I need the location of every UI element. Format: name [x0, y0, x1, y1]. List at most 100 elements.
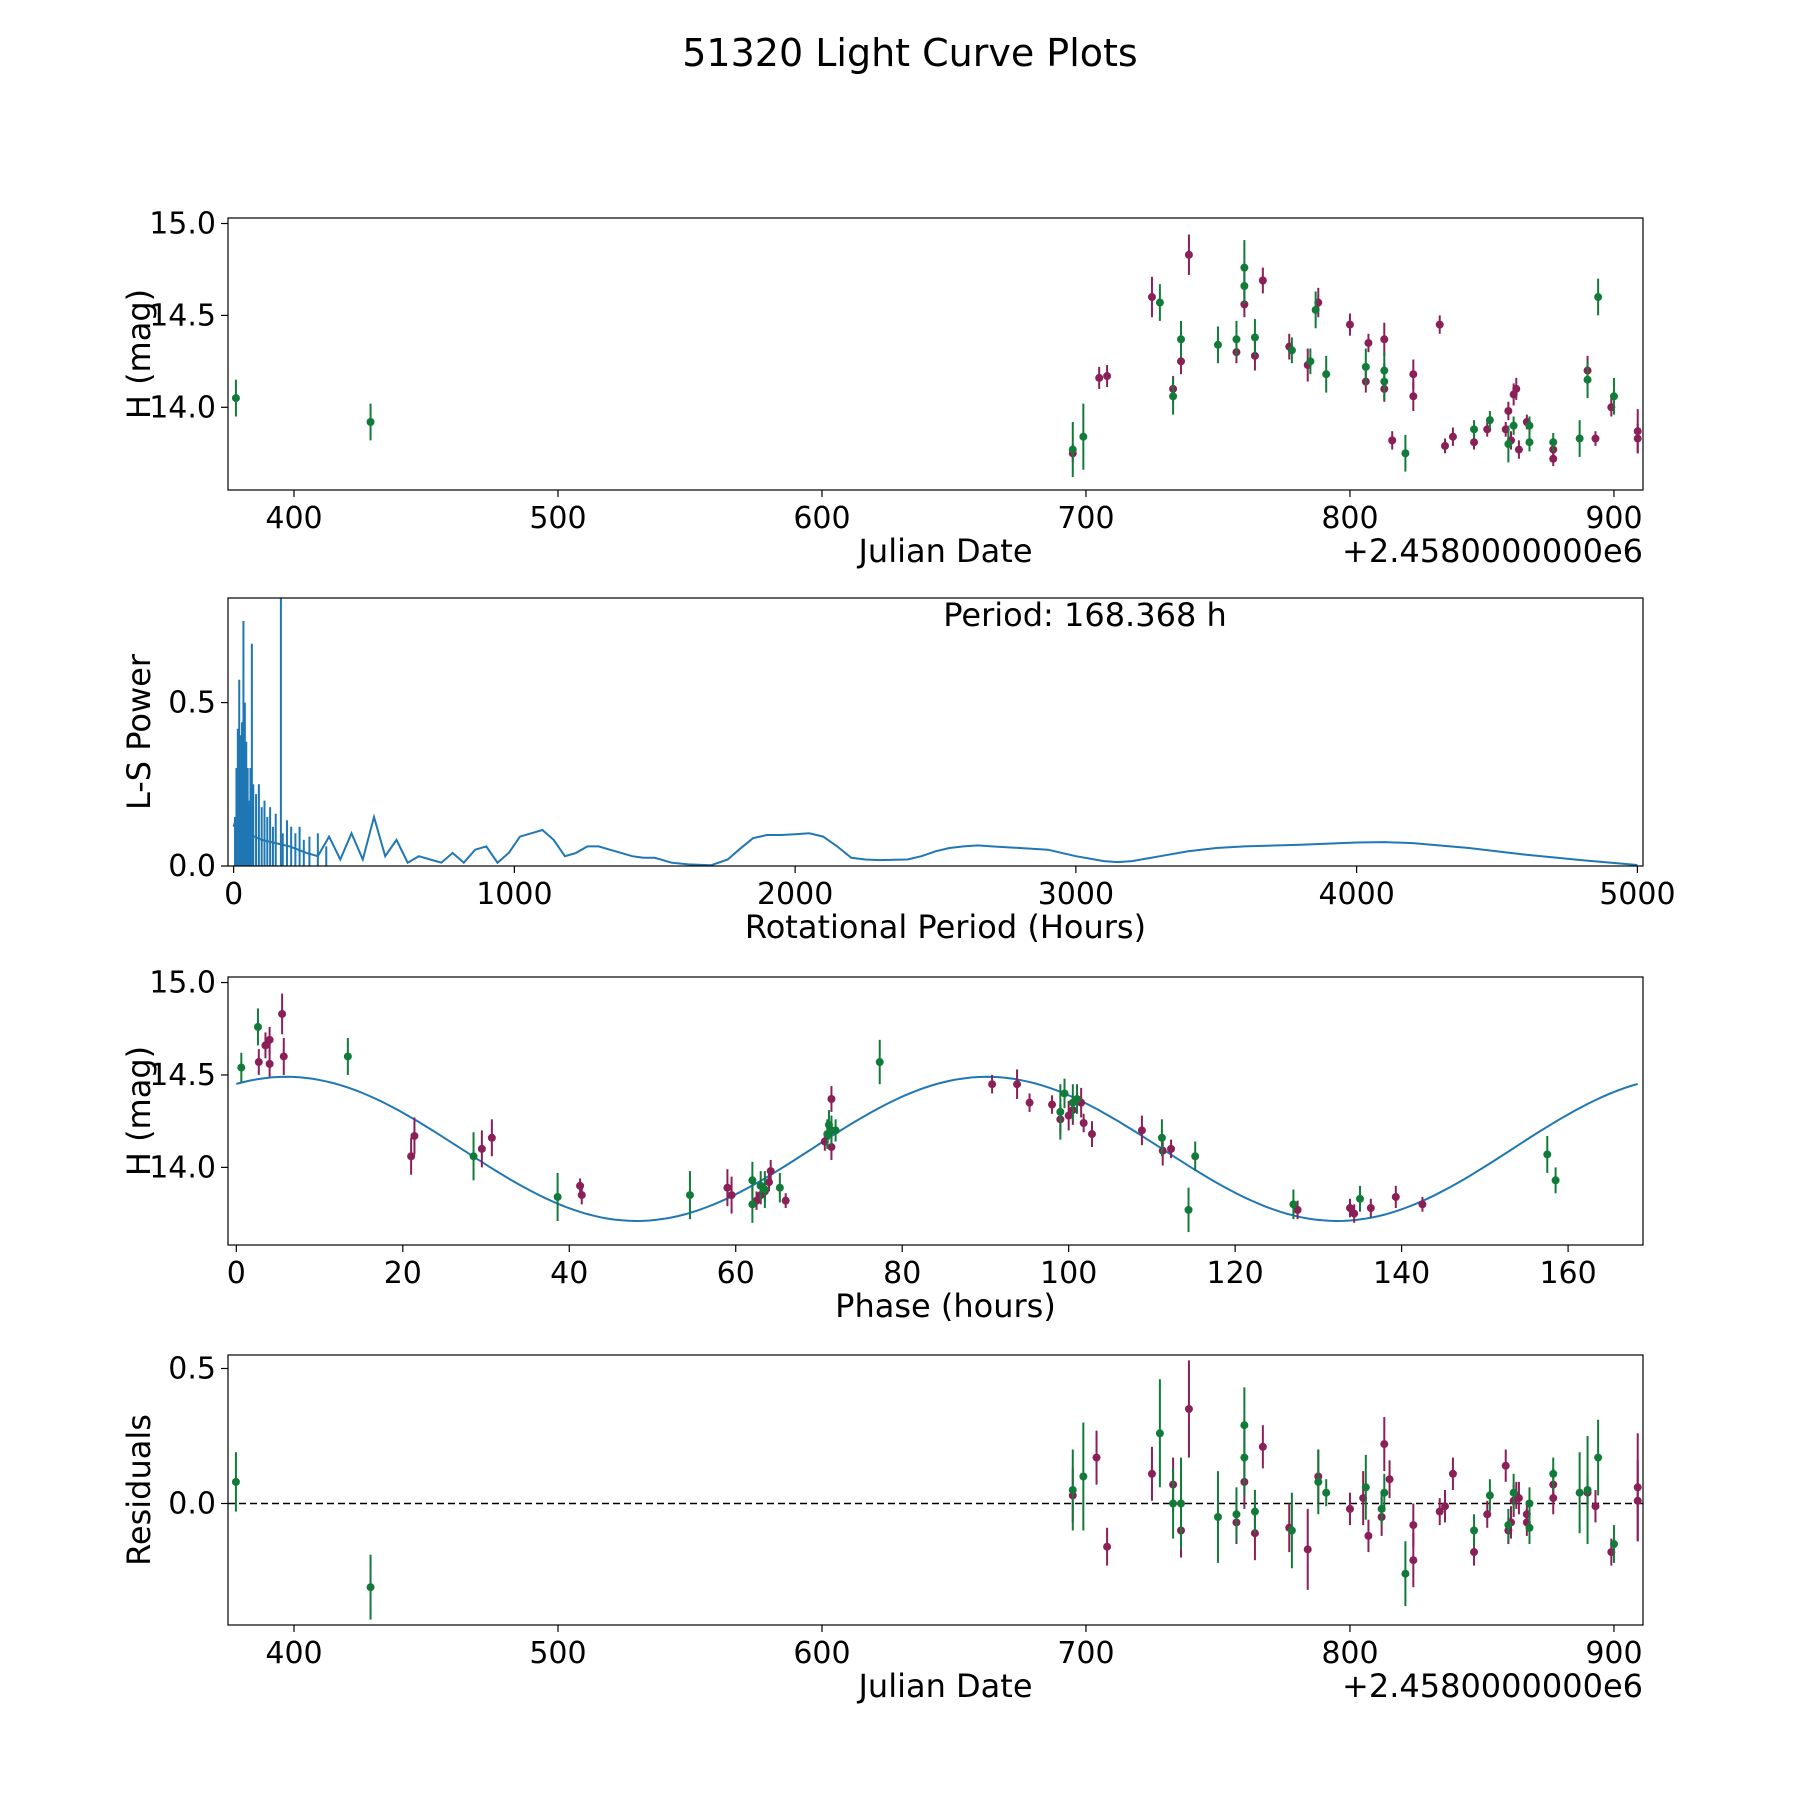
data-point [1366, 1204, 1375, 1213]
phased-light-curve-panel: 0 20 40 60 80 100 120 140 160 14.0 14.5 15.0 Phase (… [120, 966, 1644, 1325]
y-tick-label: 0.0 [168, 1487, 216, 1522]
data-point [827, 1094, 836, 1103]
data-point [1025, 1098, 1034, 1107]
data-point [1345, 320, 1354, 329]
data-point [1470, 1548, 1479, 1557]
data-point [1380, 1488, 1389, 1497]
data-point [727, 1191, 736, 1200]
data-point [1289, 1200, 1298, 1209]
data-point [1356, 1194, 1364, 1203]
data-point [1391, 1192, 1400, 1201]
x-tick-label: 1000 [476, 877, 552, 912]
data-point [253, 1022, 262, 1031]
data-point [1509, 1488, 1518, 1497]
data-point [1311, 305, 1320, 314]
light-curve-panel: 400 500 600 700 800 900 14.0 14.5 15.0 Julian Dat… [120, 207, 1644, 570]
data-point [1345, 1504, 1354, 1513]
data-point [1092, 1453, 1101, 1462]
data-point [1409, 1556, 1418, 1565]
data-point [1485, 416, 1494, 425]
data-point [1147, 293, 1156, 302]
y-axis-label: H (mag) [120, 1046, 158, 1176]
data-point [1525, 421, 1534, 430]
data-point [1103, 1542, 1112, 1551]
data-point [407, 1152, 416, 1161]
data-point [366, 418, 375, 426]
data-point [1306, 357, 1315, 366]
data-point [1543, 1150, 1552, 1159]
data-point [231, 1477, 240, 1486]
y-axis-label: L-S Power [120, 653, 158, 810]
y-tick-label: 15.0 [149, 207, 216, 242]
x-offset-label: +2.4580000000e6 [1342, 1667, 1643, 1705]
y-tick-label: 0.0 [168, 849, 216, 884]
y-tick-label: 0.5 [168, 686, 216, 721]
x-tick-label: 4000 [1318, 877, 1394, 912]
data-point [1287, 346, 1296, 355]
x-axis-label: Phase (hours) [835, 1287, 1056, 1325]
data-point [1073, 1094, 1081, 1103]
x-tick-label: 40 [550, 1256, 588, 1291]
data-point [1549, 438, 1558, 447]
data-point [1213, 1513, 1222, 1521]
data-point [1483, 1510, 1492, 1519]
data-point [1177, 1499, 1186, 1508]
data-point [1177, 335, 1186, 344]
data-point [1448, 1469, 1457, 1478]
x-tick-label: 5000 [1599, 877, 1675, 912]
residuals-panel: 400 500 600 700 800 900 0.0 0.5 Julian Date Resid… [120, 1352, 1644, 1705]
data-point [1287, 1526, 1296, 1535]
data-point [1184, 1405, 1193, 1413]
model-fit-curve [236, 1075, 1638, 1223]
data-point [1504, 406, 1513, 415]
data-point [1314, 1477, 1323, 1486]
data-point [1525, 1499, 1534, 1508]
data-point [1258, 1442, 1267, 1451]
data-point [261, 1041, 270, 1050]
data-point [781, 1196, 790, 1205]
data-point [988, 1080, 997, 1089]
data-point [1609, 392, 1618, 401]
data-point [875, 1058, 884, 1067]
data-point [1361, 362, 1370, 371]
x-tick-label: 0 [224, 877, 243, 912]
data-point [1594, 1453, 1603, 1462]
x-tick-label: 600 [793, 501, 850, 536]
periodogram-plot-area [232, 598, 1638, 866]
data-point [1583, 375, 1592, 384]
data-point [1293, 1205, 1302, 1214]
data-point [1549, 1469, 1558, 1478]
data-point [1470, 438, 1479, 447]
light-curve-plot-area [231, 234, 1642, 478]
data-point [1350, 1209, 1359, 1218]
data-point [1401, 449, 1410, 458]
power-curve [232, 803, 1638, 866]
data-point [1512, 384, 1521, 393]
data-point [1240, 1421, 1249, 1430]
data-point [1064, 1111, 1073, 1120]
data-point [1388, 436, 1397, 445]
x-tick-label: 0 [227, 1256, 246, 1291]
x-axis-label: Julian Date [856, 532, 1032, 570]
data-point [1167, 1144, 1176, 1153]
x-axis-label: Rotational Period (Hours) [745, 908, 1146, 946]
phased-light-curve-plot-area [236, 993, 1638, 1233]
data-point [760, 1185, 769, 1194]
data-point [1155, 298, 1164, 307]
data-point [1441, 1502, 1450, 1511]
data-point [1401, 1569, 1410, 1578]
data-point [1409, 1521, 1418, 1530]
data-point [1095, 373, 1104, 382]
x-tick-label: 800 [1321, 1636, 1378, 1671]
data-point [1213, 340, 1222, 349]
x-tick-label: 80 [883, 1256, 921, 1291]
data-point [685, 1191, 694, 1200]
data-point [1184, 250, 1193, 259]
data-point [1575, 434, 1584, 443]
data-point [1184, 1205, 1193, 1214]
data-point [1079, 1119, 1088, 1128]
data-point [1594, 293, 1603, 302]
x-tick-label: 600 [793, 1636, 850, 1671]
